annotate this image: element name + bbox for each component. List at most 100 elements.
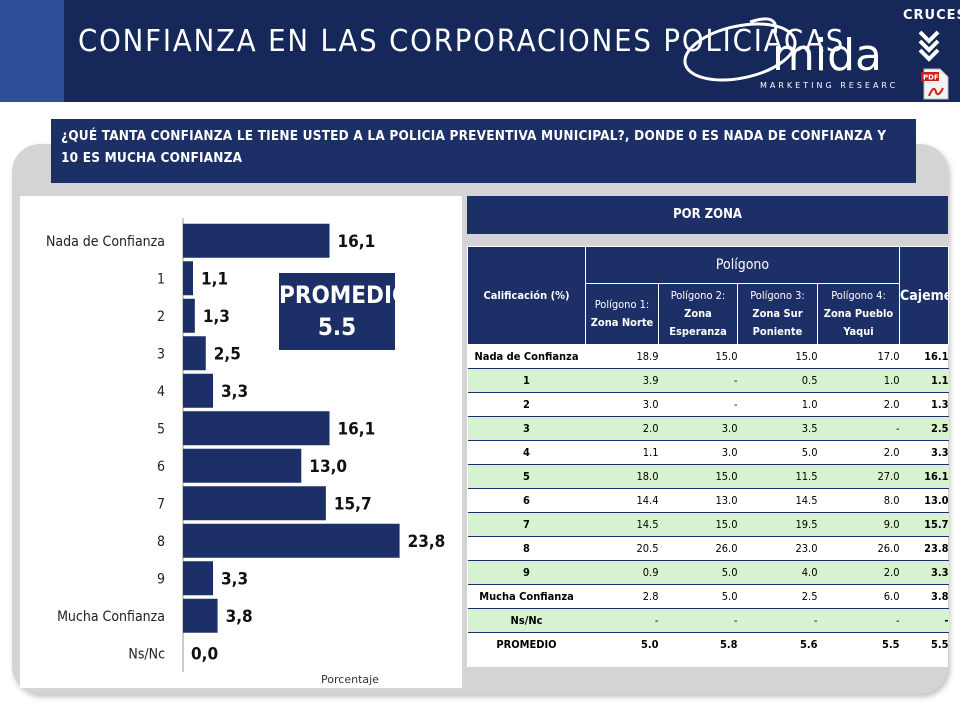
table-row: 3 2.0 3.0 3.5-2.5 [467,416,949,441]
cell-zone-4: - [817,416,900,441]
bar [183,561,214,596]
question-text: ¿QUÉ TANTA CONFIANZA LE TIENE USTED A LA… [51,119,916,183]
row-label: Nada de Confianza [467,344,586,369]
cell-zone-3: - [737,608,818,633]
cell-zone-1: 20.5 [585,536,659,561]
bar [183,261,194,296]
table-row: 6 14.4 13.0 14.5 8.0 13.0 [467,488,949,513]
bar-value-label: 3,3 [221,569,248,589]
bar-value-label: 1,1 [201,269,228,289]
cell-zone-1: 18.9 [585,344,659,369]
logo-subtitle: MARKETING RESEARCH [760,81,895,90]
x-axis-label: Porcentaje [321,673,379,686]
cell-zone-3: 14.5 [737,488,818,513]
page-title: CONFIANZA EN LAS CORPORACIONES POLICIACA… [78,24,846,59]
cell-cajeme: 3.3 [899,440,949,465]
cell-zone-2: 5.0 [658,560,738,585]
zone-table-container: Calificación (%) Polígono Cajeme Polígon… [467,246,950,667]
bar [183,448,302,483]
table-row: Mucha Confianza 2.8 5.0 2.5 6.0 3.8 [467,584,949,609]
cell-zone-2: 13.0 [658,488,738,513]
bar-value-label: 23,8 [408,532,446,552]
cell-zone-4: 5.5 [881,638,900,651]
bar-value-label: 16,1 [338,232,376,252]
header-accent [0,0,64,102]
header-poligono: Polígono [584,246,901,284]
cell-cajeme: 16.1 [899,344,949,369]
cell-zone-1: 3.9 [585,368,659,393]
pdf-label: PDF [923,74,939,82]
omida-logo: mida MARKETING RESEARCH [683,17,895,90]
table-row: 5 18.0 15.0 11.5 27.0 16.1 [467,464,949,489]
table-row: 7 14.5 15.0 19.5 9.0 15.7 [467,512,949,537]
category-label: 8 [157,534,165,550]
bar-value-label: 0,0 [191,644,218,664]
cell-zone-2: 5.0 [658,584,738,609]
promedio-box: PROMEDIO 5.5 [279,273,411,350]
bar [183,523,400,558]
bar [183,373,214,408]
header-zone-1: Polígono 1: Zona Norte [585,283,659,345]
cell-zone-3: 19.5 [737,512,818,537]
row-label: 4 [467,440,586,465]
cell-zone-4: 2.0 [817,560,900,585]
cell-cajeme: 16.1 [899,464,949,489]
category-label: 6 [157,459,165,475]
cell-zone-3: 3.5 [737,416,818,441]
table-row: Nada de Confianza 18.9 15.0 15.0 17.0 16.1 [467,344,949,369]
cell-zone-2: 5.8 [719,638,738,651]
cell-zone-3: 4.0 [737,560,818,585]
category-label: 9 [157,571,165,587]
table-header-row: Calificación (%) Polígono Cajeme [467,246,950,345]
row-label: 6 [467,488,586,513]
zone-table: Calificación (%) Polígono Cajeme Polígon… [467,246,950,657]
cell-zone-2: - [658,608,738,633]
row-label: 5 [467,464,586,489]
header-banner: CONFIANZA EN LAS CORPORACIONES POLICIACA… [0,0,960,102]
category-label: 5 [157,421,165,437]
cell-zone-1: 2.0 [585,416,659,441]
cell-zone-2: 15.0 [658,464,738,489]
cell-zone-2: 15.0 [658,512,738,537]
category-label: 2 [157,309,165,325]
chevron-down-icon[interactable] [918,30,940,62]
header-cajeme: Cajeme [899,246,950,345]
promedio-label: PROMEDIO [279,281,411,309]
category-label: Nada de Confianza [46,234,165,250]
row-label: PROMEDIO [496,638,557,651]
cell-zone-1: 2.8 [585,584,659,609]
cell-zone-4: 2.0 [817,440,900,465]
promedio-value: 5.5 [317,313,357,341]
cell-zone-3: 5.0 [737,440,818,465]
bar-value-label: 13,0 [309,457,347,477]
pdf-icon[interactable]: PDF [920,68,950,100]
cell-zone-2: - [658,392,738,417]
cell-zone-4: 2.0 [817,392,900,417]
table-row: 8 20.5 26.0 23.0 26.0 23.8 [467,536,949,561]
cell-cajeme: 1.3 [899,392,949,417]
bar [183,411,330,446]
cell-zone-3: 11.5 [737,464,818,489]
category-label: 7 [157,496,165,512]
bar [183,298,195,333]
table-row: PROMEDIO 5.0 5.8 5.6 5.5 5.5 [468,633,949,657]
header-zone-3: Polígono 3: Zona Sur Poniente [737,283,818,345]
cell-cajeme: 5.5 [930,638,949,651]
cell-zone-3: 2.5 [737,584,818,609]
bar [183,336,206,371]
row-label: 7 [467,512,586,537]
cruces-link[interactable]: CRUCES [903,8,960,23]
cell-cajeme: 13.0 [899,488,949,513]
cell-cajeme: 2.5 [899,416,949,441]
row-label: Mucha Confianza [467,584,586,609]
category-label: Mucha Confianza [57,609,165,625]
cell-zone-2: 15.0 [658,344,738,369]
table-row: 4 1.1 3.0 5.0 2.0 3.3 [467,440,949,465]
cell-cajeme: - [899,608,949,633]
cell-zone-1: 1.1 [585,440,659,465]
cell-zone-3: 1.0 [737,392,818,417]
row-label: 1 [467,368,586,393]
cell-cajeme: 3.3 [899,560,949,585]
cell-zone-3: 15.0 [737,344,818,369]
bar-chart: Porcentaje Nada de Confianza 16,1 1 1,1 2 1,3… [20,196,462,688]
